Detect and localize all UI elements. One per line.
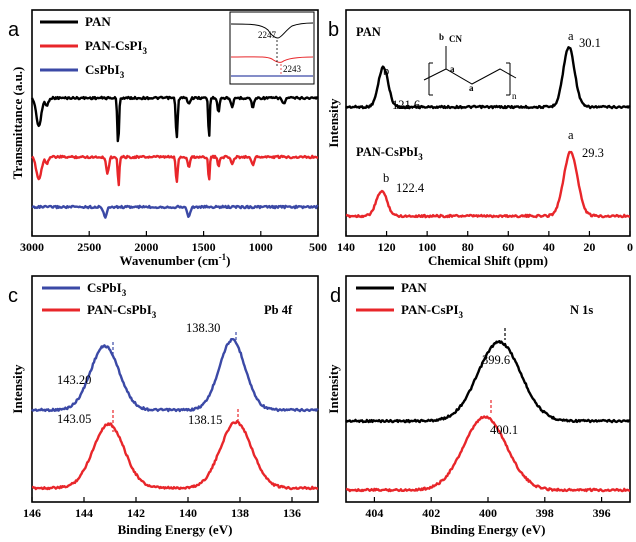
panel-c-series-pan-cspbi3 (31, 420, 319, 491)
panel-a-xlabel: Wavenumber (cm-1) (120, 252, 231, 268)
panel-letter-b: b (328, 19, 339, 41)
panel-a-xtick-label-500: 500 (309, 240, 327, 254)
panel-c-xtick-label-136: 136 (283, 506, 301, 520)
panel-c: c Intensity Binding Energy (eV) 146 144 14… (8, 275, 319, 537)
panel-b: b Intensity Chemical Shift (ppm) 140 120 1… (326, 9, 633, 268)
panel-a-series-pan-cspi3 (31, 154, 319, 187)
panel-d: d Intensity Binding Energy (eV) 404 402 40… (326, 275, 631, 537)
panel-d-series-pan-cspi3 (345, 415, 631, 493)
panel-d-xtick-label-404: 404 (365, 506, 383, 520)
panel-d-xtick-label-402: 402 (422, 506, 440, 520)
panel-b-series-label-pan: PAN (356, 25, 381, 39)
structure-label-b: b (439, 32, 444, 42)
panel-d-xtick-label-398: 398 (536, 506, 554, 520)
panel-b-peak-letter-a2: a (568, 128, 574, 142)
panel-b-xtick-label-80: 80 (462, 240, 474, 254)
panel-letter-a: a (8, 19, 20, 41)
inset-frame (229, 11, 315, 85)
structure-backbone (423, 68, 517, 85)
panel-a: a Transmittance (a.u.) Wavenumber (cm-1)… (8, 9, 327, 268)
panel-b-xtick-label-20: 20 (583, 240, 595, 254)
structure-label-n: n (512, 91, 517, 101)
panel-c-series-cspbi3 (31, 338, 319, 413)
panel-d-series-pan (345, 340, 631, 424)
panel-d-xtick-label-400: 400 (479, 506, 497, 520)
panel-c-xtick-label-138: 138 (231, 506, 249, 520)
legend-label-pan: PAN (85, 14, 111, 29)
panel-a-xtick-label-1500: 1500 (192, 240, 216, 254)
panel-c-peak-label-138-30: 138.30 (186, 321, 220, 335)
pan-structure-diagram: b CN a a n (423, 32, 517, 101)
panel-a-series-pan (30, 95, 319, 143)
panel-d-title: N 1s (570, 303, 593, 317)
panel-c-xtick-label-140: 140 (179, 506, 197, 520)
panel-d-xtick-label-396: 396 (593, 506, 611, 520)
panel-d-peak-label-399-6: 399.6 (482, 353, 510, 367)
panel-b-series-pan (345, 46, 631, 110)
panel-b-xtick-label-120: 120 (378, 240, 396, 254)
structure-label-a2: a (469, 83, 474, 93)
panel-b-peak-letter-a1: a (568, 29, 574, 43)
inset-label-2243: 2243 (283, 64, 302, 74)
panel-c-peak-label-143-05: 143.05 (57, 412, 91, 426)
structure-label-cn: CN (449, 34, 462, 44)
inset-pan-curve (230, 22, 314, 39)
panel-b-xtick-label-0: 0 (627, 240, 633, 254)
panel-a-xtick-label-3000: 3000 (20, 240, 44, 254)
panel-letter-c: c (8, 285, 18, 307)
panel-b-peak-value-30-1: 30.1 (579, 36, 601, 50)
panel-b-series-label-pan-cspbi3: PAN-CsPbI3 (356, 145, 423, 162)
structure-label-a1: a (450, 64, 455, 74)
panel-c-title: Pb 4f (264, 303, 293, 317)
panel-d-xlabel: Binding Energy (eV) (431, 522, 546, 537)
panel-d-ylabel: Intensity (326, 364, 341, 414)
structure-bracket-right (506, 62, 511, 96)
legend-label-pan: PAN (401, 280, 427, 295)
legend-label-cspbi3: CsPbI3 (85, 62, 125, 80)
panel-c-xlabel: Binding Energy (eV) (118, 522, 233, 537)
panel-d-peak-label-400-1: 400.1 (490, 423, 518, 437)
panel-b-xtick-label-40: 40 (543, 240, 555, 254)
panel-a-xtick-label-2500: 2500 (77, 240, 101, 254)
panel-a-series-cspbi3 (31, 204, 319, 219)
structure-bracket-left (428, 62, 433, 96)
legend-label-cspbi3: CsPbI3 (87, 280, 127, 298)
panel-b-peak-value-122-4: 122.4 (396, 181, 425, 195)
panel-d-legend: PAN PAN-CsPI3 (356, 280, 464, 320)
panel-b-peak-letter-b2: b (383, 171, 389, 185)
panel-c-legend: CsPbI3 PAN-CsPbI3 (42, 280, 157, 320)
panel-b-frame (345, 9, 631, 237)
panel-b-series-pan-cspbi3 (345, 150, 631, 219)
panel-c-ylabel: Intensity (10, 364, 25, 414)
panel-letter-d: d (330, 285, 341, 307)
legend-label-pan-cspi3: PAN-CsPI3 (401, 302, 464, 320)
panel-c-peak-label-138-15: 138.15 (188, 413, 222, 427)
panel-b-ylabel: Intensity (326, 98, 341, 148)
panel-b-peak-value-29-3: 29.3 (582, 146, 604, 160)
inset-label-2247: 2247 (258, 30, 277, 40)
panel-c-xtick-label-142: 142 (127, 506, 145, 520)
panel-a-inset: 2247 2243 (229, 11, 315, 85)
panel-a-xtick-label-1000: 1000 (249, 240, 273, 254)
panel-c-xtick-label-146: 146 (23, 506, 41, 520)
panel-c-peak-label-143-20: 143.20 (57, 373, 91, 387)
panel-a-frame (31, 9, 319, 237)
panel-b-xlabel: Chemical Shift (ppm) (428, 253, 548, 268)
panel-a-ylabel: Transmittance (a.u.) (10, 67, 25, 180)
panel-b-xtick-label-100: 100 (418, 240, 436, 254)
panel-a-legend: PAN PAN-CsPI3 CsPbI3 (40, 14, 148, 80)
panel-b-peak-letter-b1: b (383, 64, 389, 78)
panel-c-frame (31, 275, 319, 503)
panel-b-xtick-label-140: 140 (337, 240, 355, 254)
panel-c-xtick-label-144: 144 (75, 506, 93, 520)
panel-a-xtick-label-2000: 2000 (134, 240, 158, 254)
panel-b-peak-value-121-6: 121.6 (392, 98, 420, 112)
panel-b-xtick-label-60: 60 (502, 240, 514, 254)
legend-label-pan-cspbi3: PAN-CsPbI3 (87, 302, 157, 320)
legend-label-pan-cspi3: PAN-CsPI3 (85, 38, 148, 56)
